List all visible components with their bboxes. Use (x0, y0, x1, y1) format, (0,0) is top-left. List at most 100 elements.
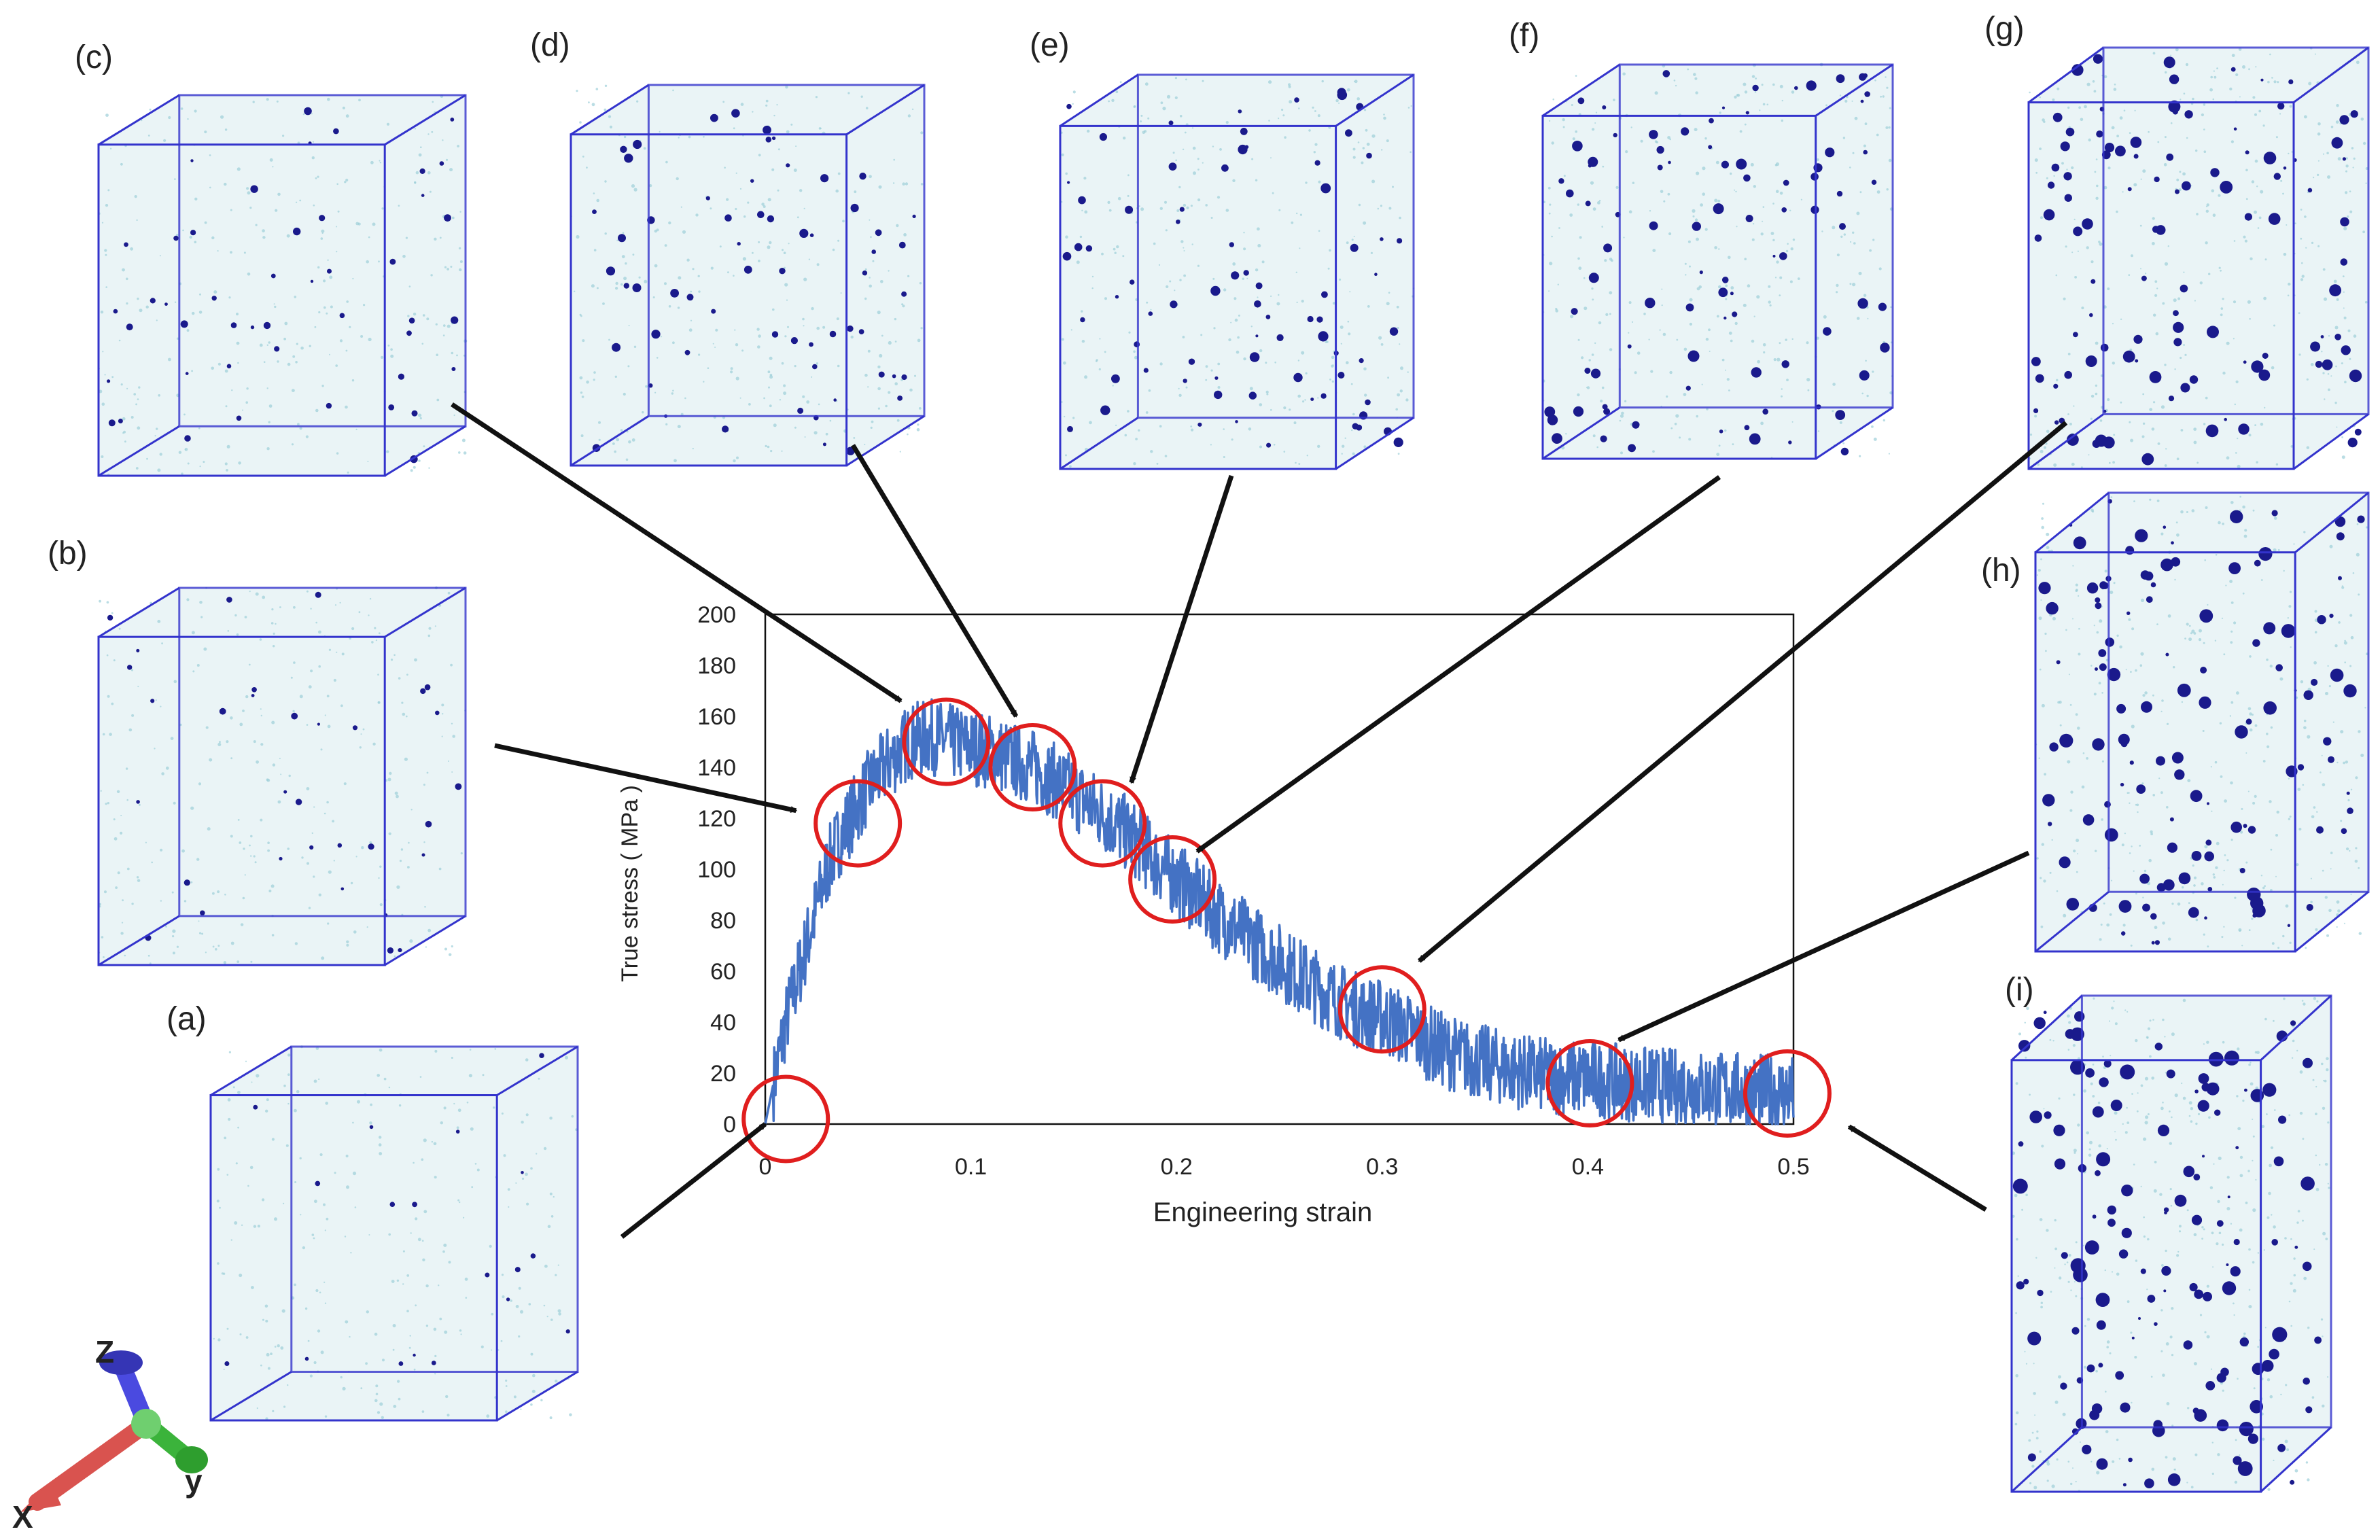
atom-speckle (1728, 389, 1730, 391)
void-particle (408, 317, 415, 324)
void-particle (2303, 690, 2313, 700)
atom-speckle (896, 224, 899, 228)
atom-speckle (803, 277, 807, 281)
void-particle (1657, 164, 1663, 171)
atom-speckle (1308, 129, 1311, 132)
atom-speckle (2034, 1414, 2036, 1416)
atom-speckle (137, 426, 141, 430)
marker-circle (902, 697, 991, 786)
atom-speckle (677, 307, 680, 309)
void-particle (1732, 311, 1738, 317)
atom-speckle (425, 946, 427, 948)
atom-speckle (2143, 1137, 2147, 1141)
atom-speckle (2194, 1453, 2198, 1456)
atom-speckle (2205, 241, 2208, 245)
atom-speckle (368, 236, 370, 239)
cube-edge (2293, 46, 2369, 103)
atom-speckle (2142, 393, 2145, 396)
atom-speckle (2241, 945, 2243, 947)
atom-speckle (2122, 191, 2124, 193)
atom-speckle (2095, 392, 2098, 396)
atom-speckle (2037, 569, 2041, 572)
atom-speckle (595, 88, 599, 90)
atom-speckle (893, 158, 895, 161)
atom-speckle (361, 846, 364, 850)
void-particle (424, 684, 431, 690)
atom-speckle (102, 351, 104, 353)
atom-speckle (2300, 237, 2303, 240)
atom-speckle (1577, 338, 1580, 341)
atom-speckle (582, 339, 585, 343)
snapshot-cubes (97, 46, 2370, 1493)
atom-speckle (1174, 77, 1177, 80)
atom-speckle (2035, 1437, 2039, 1440)
atom-speckle (1760, 421, 1764, 425)
atom-speckle (555, 1380, 558, 1383)
atom-speckle (877, 387, 881, 391)
atom-speckle (1081, 209, 1083, 211)
void-particle (2340, 258, 2348, 266)
atom-speckle (2303, 1276, 2307, 1280)
atom-speckle (598, 438, 601, 441)
atom-speckle (255, 592, 259, 596)
void-particle (1380, 237, 1384, 241)
atom-speckle (266, 98, 269, 101)
atom-speckle (1357, 141, 1360, 143)
atom-speckle (2254, 424, 2257, 426)
void-particle (315, 591, 321, 598)
cube-body (99, 588, 466, 965)
atom-speckle (299, 199, 302, 202)
atom-speckle (2153, 401, 2156, 404)
atom-speckle (877, 365, 881, 369)
atom-speckle (374, 1332, 378, 1336)
atom-speckle (2345, 170, 2347, 173)
atom-speckle (1117, 196, 1121, 200)
atom-speckle (406, 673, 408, 676)
void-particle (2099, 663, 2107, 671)
atom-speckle (365, 1362, 368, 1365)
atom-speckle (2038, 616, 2042, 620)
void-particle (224, 1361, 230, 1366)
atom-speckle (871, 420, 874, 423)
atom-speckle (1863, 294, 1867, 297)
atom-speckle (2312, 1079, 2315, 1081)
void-particle (1860, 99, 1864, 103)
atom-speckle (350, 1252, 352, 1254)
atom-speckle (1145, 411, 1149, 414)
atom-speckle (1730, 286, 1734, 290)
atom-speckle (1295, 461, 1297, 464)
atom-speckle (1392, 186, 1394, 188)
atom-speckle (2166, 1402, 2170, 1405)
void-particle (295, 799, 302, 805)
atom-speckle (239, 722, 243, 727)
atom-speckle (1191, 428, 1194, 432)
atom-speckle (1351, 429, 1353, 432)
atom-speckle (1790, 247, 1793, 251)
atom-speckle (761, 203, 765, 206)
void-particle (1356, 424, 1363, 431)
atom-speckle (1776, 260, 1779, 264)
atom-speckle (2160, 1106, 2164, 1110)
atom-speckle (247, 273, 251, 276)
atom-speckle (2104, 570, 2107, 573)
atom-speckle (1781, 388, 1783, 390)
atom-speckle (2213, 876, 2216, 879)
atom-speckle (421, 1158, 424, 1161)
atom-speckle (2154, 1161, 2157, 1163)
atom-speckle (2291, 1057, 2294, 1059)
atom-speckle (1695, 91, 1698, 94)
atom-speckle (296, 343, 298, 345)
atom-speckle (2093, 90, 2097, 93)
void-particle (592, 209, 597, 214)
atom-speckle (1148, 389, 1151, 392)
atom-speckle (443, 1243, 447, 1247)
atom-speckle (2358, 867, 2360, 869)
void-particle (2350, 110, 2358, 118)
atom-speckle (2160, 532, 2164, 536)
void-particle (539, 1053, 544, 1058)
void-particle (633, 139, 642, 150)
atom-speckle (230, 251, 232, 254)
atom-speckle (2114, 84, 2116, 86)
atom-speckle (2043, 120, 2046, 123)
atom-speckle (2052, 616, 2056, 620)
